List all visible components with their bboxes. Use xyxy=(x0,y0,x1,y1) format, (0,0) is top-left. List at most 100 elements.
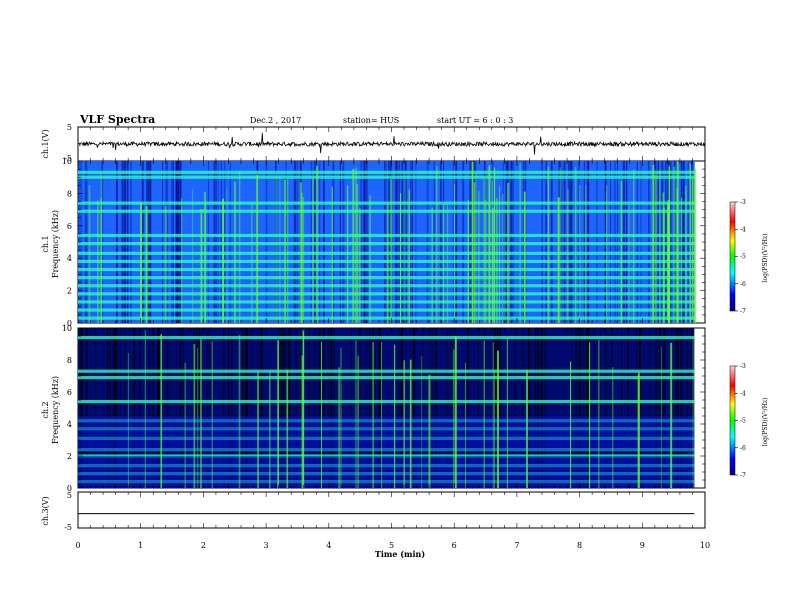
spectrogram-dark-streak xyxy=(127,161,129,323)
spectrogram-sferic xyxy=(673,166,676,323)
spectrogram-sferic xyxy=(340,347,342,488)
spectrogram-dark-streak xyxy=(179,161,182,323)
spectrogram-dark-streak xyxy=(452,161,454,323)
spectrogram-dark-streak xyxy=(584,161,585,323)
spectrogram-dark-streak xyxy=(604,161,607,323)
ch1-spectrogram-ytick-label: 8 xyxy=(67,189,72,198)
spectrogram-sferic xyxy=(585,184,587,323)
header-start-time: start UT = 6 : 0 : 3 xyxy=(437,116,513,125)
spectrogram-sferic xyxy=(652,164,655,323)
spectrogram-sferic xyxy=(193,343,196,488)
spectrogram-dark-streak xyxy=(593,328,595,488)
spectrogram-dark-streak xyxy=(537,328,539,488)
spectrogram-dark-streak xyxy=(217,161,219,323)
spectrogram-frequency-band xyxy=(78,201,695,205)
spectrogram-dark-streak xyxy=(180,328,182,488)
ch1-waveform-panel: 5 -5 ch.1(V) xyxy=(41,123,706,163)
spectrogram-dark-streak xyxy=(147,161,150,323)
spectrogram-dark-streak xyxy=(323,328,326,488)
spectrogram-sferic xyxy=(435,166,438,323)
spectrogram-dark-streak xyxy=(577,161,580,323)
x-axis-tick-label: 6 xyxy=(452,541,457,550)
spectrogram-sferic xyxy=(492,208,494,323)
spectrogram-dark-streak xyxy=(369,328,371,488)
spectrogram-dark-streak xyxy=(157,328,160,488)
spectrogram-frequency-band xyxy=(78,233,695,238)
ch1-spectrogram-channel-label: ch.1 xyxy=(41,235,50,252)
spectrogram-dark-streak xyxy=(614,161,616,323)
spectrogram-sferic xyxy=(192,188,194,323)
spectrogram-sferic xyxy=(386,204,389,323)
spectrogram-dark-streak xyxy=(440,161,442,323)
spectrogram-dark-streak xyxy=(686,328,689,488)
spectrogram-dark-streak xyxy=(587,161,589,323)
spectrogram-dark-streak xyxy=(525,161,527,323)
spectrogram-dark-streak xyxy=(610,328,613,488)
spectrogram-sferic xyxy=(312,177,314,323)
ch1-colorbar-tick-label: -5 xyxy=(740,254,746,261)
spectrogram-sferic xyxy=(316,166,318,323)
spectrogram-sferic xyxy=(372,341,375,488)
spectrogram-dark-streak xyxy=(659,328,661,488)
spectrogram-dark-streak xyxy=(550,161,553,323)
spectrogram-sferic xyxy=(301,192,303,323)
spectrogram-sferic xyxy=(447,203,449,323)
spectrogram-dark-streak xyxy=(656,328,658,488)
spectrogram-dark-streak xyxy=(522,161,525,323)
spectrogram-sferic xyxy=(567,189,569,323)
spectrogram-dark-streak xyxy=(401,328,403,488)
spectrogram-sferic xyxy=(473,182,476,323)
spectrogram-sferic xyxy=(331,186,333,323)
spectrogram-sferic xyxy=(670,342,673,488)
spectrogram-dark-streak xyxy=(477,328,480,488)
spectrogram-dark-streak xyxy=(251,328,253,488)
spectrogram-sferic xyxy=(355,167,358,323)
spectrogram-dark-streak xyxy=(537,328,539,488)
spectrogram-sferic xyxy=(277,340,280,488)
ch1-spectrogram-ytick-label: 4 xyxy=(67,254,72,263)
spectrogram-dark-streak xyxy=(654,328,657,488)
spectrogram-dark-streak xyxy=(544,328,547,488)
ch1-colorbar-ticks: -3 -4 -5 -6 -7 xyxy=(735,199,746,315)
spectrogram-sferic xyxy=(403,360,406,488)
figure-title: VLF Spectra xyxy=(79,113,155,126)
spectrogram-dark-streak xyxy=(657,161,660,323)
spectrogram-dark-streak xyxy=(85,328,88,488)
spectrogram-dark-streak xyxy=(469,161,471,323)
ch2-spectrogram-ticks xyxy=(77,327,706,489)
spectrogram-sferic xyxy=(598,339,600,488)
ch2-colorbar-tick-label: -7 xyxy=(740,472,746,479)
spectrogram-sferic xyxy=(226,187,228,323)
spectrogram-sferic xyxy=(390,178,392,323)
spectrogram-dark-streak xyxy=(123,161,126,323)
spectrogram-sferic xyxy=(467,200,469,323)
ch2-spectrogram-ylabel: Frequency (kHz) xyxy=(51,376,60,444)
spectrogram-frequency-band xyxy=(78,308,695,312)
spectrogram-sferic xyxy=(357,355,360,488)
spectrogram-dark-streak xyxy=(319,161,321,323)
spectrogram-frequency-band xyxy=(78,267,695,272)
spectrogram-sferic xyxy=(346,185,349,323)
ch3-waveform-ytick-bottom: -5 xyxy=(64,523,72,532)
spectrogram-dark-streak xyxy=(610,161,611,323)
spectrogram-dark-streak xyxy=(86,328,88,488)
spectrogram-dark-streak xyxy=(676,328,678,488)
ch2-spectrogram-ytick-label: 10 xyxy=(62,324,72,333)
spectrogram-sferic xyxy=(197,348,199,488)
spectrogram-dark-streak xyxy=(635,328,638,488)
spectrogram-sferic xyxy=(620,180,623,323)
spectrogram-dark-streak xyxy=(431,328,433,488)
spectrogram-dark-streak xyxy=(295,328,297,488)
spectrogram-low-freq-region xyxy=(78,456,695,488)
spectrogram-dark-streak xyxy=(687,161,689,323)
spectrogram-sferic xyxy=(628,204,630,323)
spectrogram-dark-streak xyxy=(541,328,543,488)
spectrogram-dark-streak xyxy=(395,161,397,323)
ch1-spectrogram-ticks xyxy=(77,160,706,324)
spectrogram-dark-streak xyxy=(401,161,404,323)
spectrogram-sferic xyxy=(453,183,455,323)
spectrogram-dark-streak xyxy=(571,328,573,488)
spectrogram-dark-streak xyxy=(470,161,472,323)
spectrogram-dark-streak xyxy=(426,161,428,323)
spectrogram-dark-streak xyxy=(282,328,285,488)
